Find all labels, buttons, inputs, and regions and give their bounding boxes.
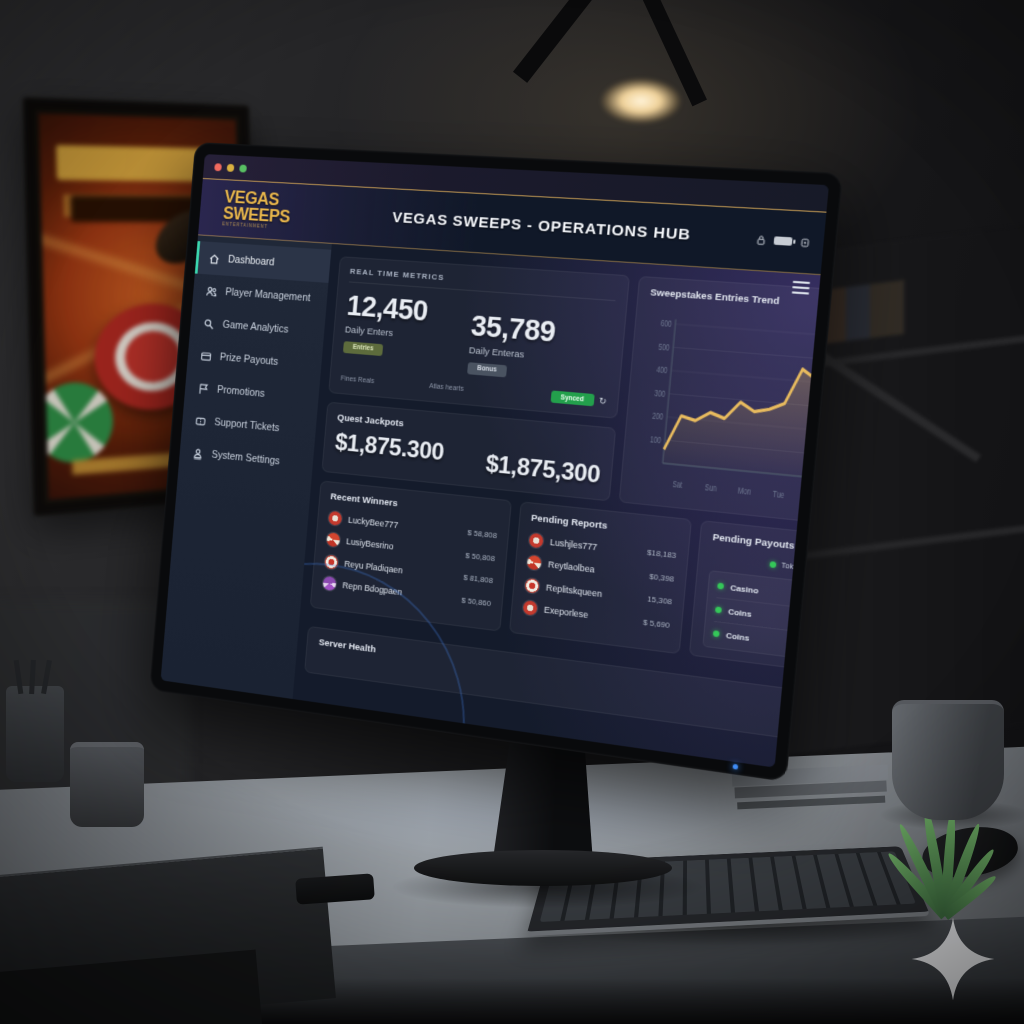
sidebar-item-label: System Settings	[211, 449, 280, 467]
report-amount: $0,398	[649, 571, 674, 583]
svg-text:500: 500	[658, 342, 670, 352]
report-name: Replitskqueen	[546, 582, 603, 599]
power-led	[732, 764, 738, 770]
entries-badge: Entries	[343, 341, 383, 356]
shield-icon	[799, 236, 811, 248]
payout-label: Casino	[730, 583, 759, 596]
header-status-icons	[755, 234, 811, 249]
avatar	[326, 532, 340, 547]
winner-amount: $ 81,808	[463, 573, 493, 585]
svg-text:200: 200	[652, 412, 664, 422]
home-icon	[208, 252, 221, 265]
winner-amount: $ 58,808	[467, 528, 497, 540]
winner-name: LuckyBee777	[348, 514, 399, 529]
sparkle-watermark-icon	[910, 916, 996, 1002]
report-name: Reytlaolbea	[548, 559, 595, 574]
settings-user-icon	[192, 446, 205, 460]
monitor-stand-base	[414, 850, 672, 886]
monitor: VEGAS SWEEPS ENTERTAINMENT VEGAS SWEEPS …	[147, 142, 870, 821]
pending-reports-card: Pending Reports Lushjles777 $18,183 Reyt…	[509, 501, 692, 654]
status-dot-icon	[807, 681, 812, 686]
tokens-label: Tokens	[781, 560, 806, 572]
jackpot-value: $1,875,300	[484, 450, 601, 490]
payout-label: Coins	[725, 630, 749, 642]
status-dot-icon	[769, 561, 776, 568]
svg-text:400: 400	[656, 366, 668, 376]
report-amount: 15,308	[647, 594, 672, 606]
payouts-list: Casino Online Coins Claims	[702, 570, 820, 666]
avatar	[525, 577, 540, 593]
office-scene: VEGAS SWEEPS ENTERTAINMENT VEGAS SWEEPS …	[0, 0, 1024, 1024]
mug	[70, 742, 144, 827]
status-dot-icon	[713, 630, 720, 637]
avatar	[523, 600, 538, 616]
sidebar-item-label: Dashboard	[228, 254, 275, 269]
stat-daily-enteras: 35,789 Daily Enteras Bonus	[467, 310, 557, 381]
status-dot-icon	[715, 606, 722, 613]
dashboard-main: REAL TIME METRICS 12,450 Daily Enters En…	[293, 244, 821, 768]
report-amount: $18,183	[647, 548, 677, 560]
status-note-label: Online	[815, 681, 820, 691]
svg-text:300: 300	[654, 389, 666, 399]
phone	[295, 873, 375, 904]
payout-row[interactable]: Coins Claims	[712, 622, 820, 662]
search-icon	[203, 317, 216, 330]
payout-label: Coins	[728, 606, 752, 618]
report-amount: $ 5,690	[643, 617, 671, 629]
battery-icon	[774, 236, 793, 245]
ceiling-lamp-arm	[513, 0, 601, 83]
svg-text:100: 100	[650, 435, 662, 445]
sidebar-item-label: Promotions	[217, 384, 266, 400]
stat-daily-enters: 12,450 Daily Enters Entries	[342, 290, 429, 370]
avatar	[529, 532, 544, 548]
sidebar-item-label: Support Tickets	[214, 416, 280, 434]
menu-icon[interactable]	[791, 281, 810, 297]
jackpot-value: $1,875.300	[334, 429, 445, 467]
bonus-badge: Bonus	[467, 362, 507, 377]
report-name: Lushjles777	[550, 537, 598, 552]
entries-trend-line-chart: 100200300400500600SatSunMonTueWedThu	[632, 303, 820, 518]
svg-text:600: 600	[660, 319, 672, 329]
plant-pot	[892, 700, 1004, 820]
synced-badge: Synced	[550, 390, 594, 406]
vegas-sweeps-logo: VEGAS SWEEPS ENTERTAINMENT	[199, 188, 379, 236]
dashboard-screen: VEGAS SWEEPS ENTERTAINMENT VEGAS SWEEPS …	[161, 154, 829, 768]
svg-text:Mon: Mon	[738, 486, 752, 497]
pending-payouts-card: Pending Payouts Tokens Casino	[689, 520, 821, 678]
stat-value: 35,789	[470, 310, 557, 350]
real-time-metrics-card: REAL TIME METRICS 12,450 Daily Enters En…	[328, 256, 630, 418]
players-icon	[205, 284, 218, 297]
subrow-label: Fines Reals	[340, 375, 374, 385]
subrow-label: Atlas hearts	[429, 382, 464, 392]
svg-text:Sat: Sat	[672, 479, 683, 489]
svg-text:Wed: Wed	[806, 493, 821, 504]
winner-amount: $ 50,860	[461, 595, 491, 608]
svg-text:Sun: Sun	[705, 483, 718, 494]
report-name: Exeporlese	[544, 605, 589, 620]
svg-text:Tue: Tue	[773, 489, 785, 500]
lock-icon	[755, 234, 767, 246]
minimize-window-button[interactable]	[227, 163, 235, 171]
avatar	[328, 510, 342, 525]
refresh-icon[interactable]: ↻	[598, 395, 607, 407]
sidebar-item-label: Game Analytics	[222, 319, 289, 336]
page-title: VEGAS SWEEPS - OPERATIONS HUB	[392, 209, 692, 245]
payouts-icon	[200, 349, 213, 362]
ceiling-lamp-bulb	[586, 70, 696, 132]
poster-green-casino-chip	[39, 381, 114, 466]
entries-trend-card: Sweepstakes Entries Trend	[619, 276, 821, 530]
close-window-button[interactable]	[214, 163, 222, 171]
winner-name: LusiyBesrino	[346, 536, 394, 551]
status-dot-icon	[717, 583, 724, 590]
sidebar-item-label: Prize Payouts	[219, 351, 278, 367]
tickets-icon	[194, 414, 207, 427]
zoom-window-button[interactable]	[239, 164, 247, 172]
winner-amount: $ 50,808	[465, 550, 495, 562]
pen-cup	[6, 686, 64, 782]
promotions-flag-icon	[197, 382, 210, 395]
avatar	[527, 555, 542, 571]
sidebar-item-label: Player Management	[225, 286, 311, 304]
stat-value: 12,450	[346, 290, 430, 329]
monitor-bezel: VEGAS SWEEPS ENTERTAINMENT VEGAS SWEEPS …	[149, 142, 843, 782]
